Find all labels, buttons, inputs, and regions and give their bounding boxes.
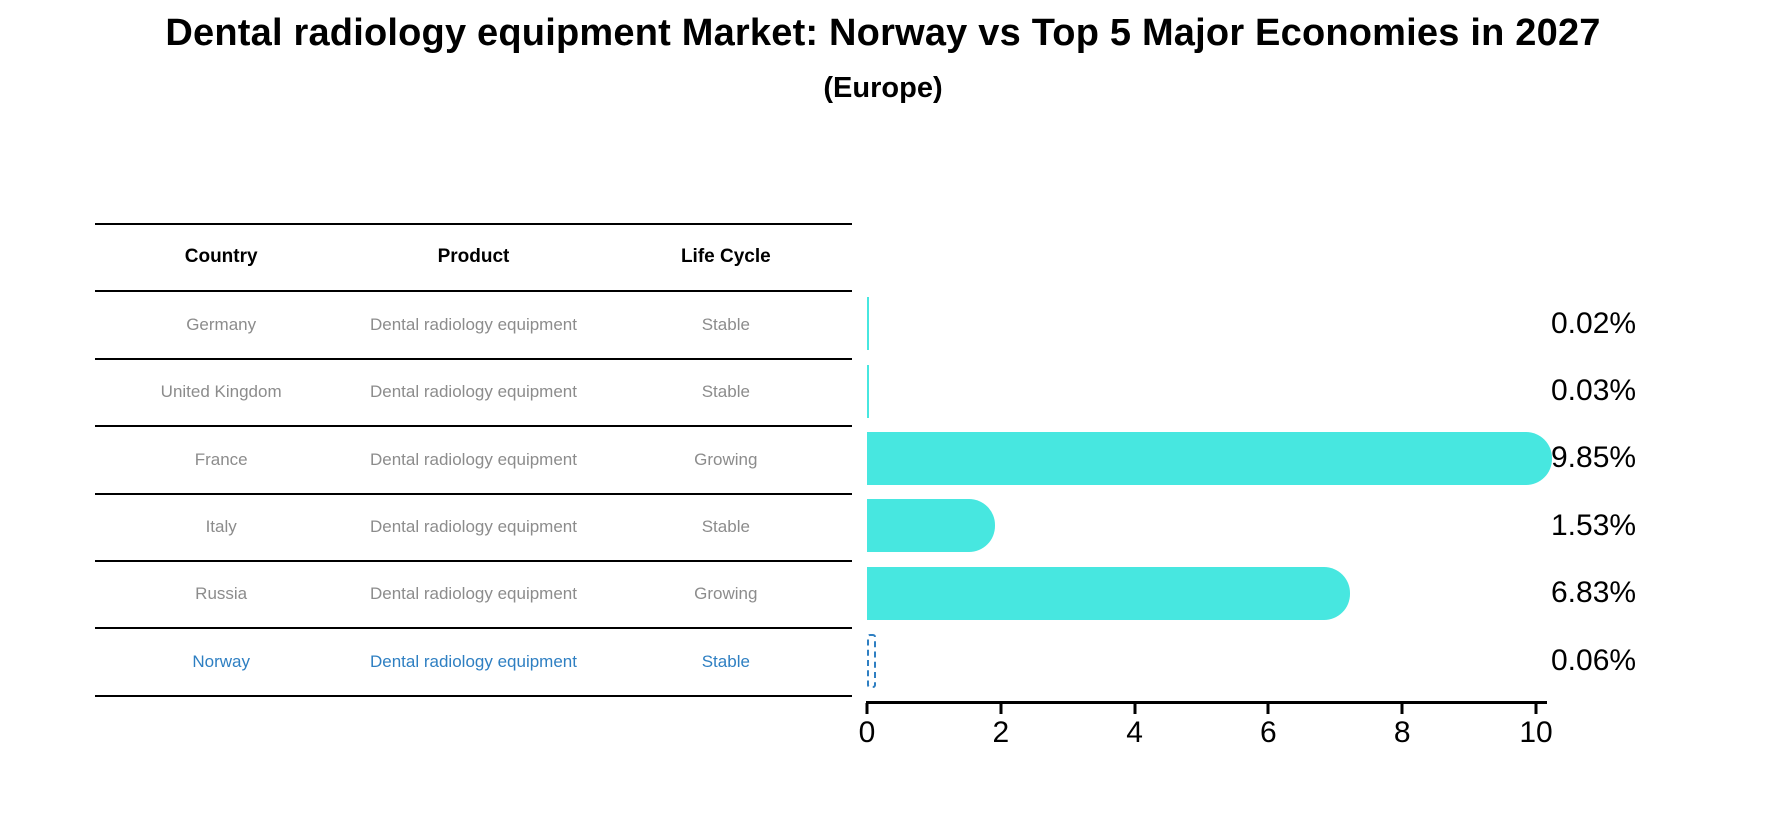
x-tick-8: 8 (1394, 703, 1411, 749)
x-tick-4: 4 (1126, 703, 1143, 749)
cell-life-cycle: Stable (701, 382, 750, 402)
x-tick-label-10: 10 (1519, 716, 1553, 749)
cell-product: Dental radiology equipment (370, 382, 577, 402)
cell-life-cycle: Stable (701, 651, 750, 671)
table-row-united-kingdom: United Kingdom Dental radiology equipmen… (95, 357, 852, 425)
cell-product: Dental radiology equipment (370, 651, 577, 671)
value-label-united-kingdom: 0.03% (1551, 374, 1637, 408)
table-row-france: France Dental radiology equipment Growin… (95, 425, 852, 492)
header-life-cycle: Life Cycle (680, 246, 771, 268)
chart-title: Dental radiology equipment Market: Norwa… (165, 12, 1601, 54)
value-label-norway: 0.06% (1551, 643, 1637, 677)
bar-germany (867, 297, 869, 351)
cell-country: United Kingdom (160, 382, 282, 402)
bar-row-italy (867, 492, 1567, 559)
x-tick-10: 10 (1519, 703, 1553, 749)
x-tick-0: 0 (859, 703, 875, 749)
x-tick-6: 6 (1260, 703, 1277, 749)
x-tick-2: 2 (992, 703, 1009, 749)
x-tick-label-2: 2 (992, 716, 1010, 749)
table-row-italy: Italy Dental radiology equipment Stable (95, 492, 852, 560)
x-axis-line (866, 701, 1547, 704)
x-tick-label-8: 8 (1393, 716, 1411, 749)
chart-subtitle: (Europe) (823, 72, 943, 104)
value-labels: 0.02% 0.03% 9.85% 1.53% 6.83% 0.06% (1551, 290, 1636, 694)
bar-norway (867, 633, 876, 688)
cell-country: Italy (205, 516, 237, 536)
x-tick-label-6: 6 (1260, 716, 1277, 749)
header-product: Product (437, 246, 510, 268)
x-tick-label-4: 4 (1126, 716, 1143, 749)
value-label-france: 9.85% (1551, 441, 1637, 475)
cell-life-cycle: Stable (701, 516, 750, 536)
cell-product: Dental radiology equipment (370, 449, 577, 469)
header-country: Country (184, 246, 258, 268)
table-row-russia: Russia Dental radiology equipment Growin… (95, 559, 852, 627)
bar-russia (867, 566, 1350, 620)
cell-country: France (194, 449, 248, 469)
cell-life-cycle: Growing (694, 584, 758, 604)
x-tick-label-0: 0 (858, 716, 876, 749)
value-label-italy: 1.53% (1551, 508, 1637, 542)
comparison-table: Country Product Life Cycle Germany Denta… (95, 223, 852, 697)
cell-product: Dental radiology equipment (370, 314, 577, 334)
bar-row-united-kingdom (867, 357, 1567, 424)
value-label-russia: 6.83% (1551, 576, 1637, 610)
bar-row-france (867, 425, 1567, 492)
bar-italy (867, 499, 996, 553)
bar-row-russia (867, 560, 1567, 627)
cell-life-cycle: Stable (701, 314, 750, 334)
cell-life-cycle: Growing (694, 449, 758, 469)
cell-product: Dental radiology equipment (370, 516, 577, 536)
cell-product: Dental radiology equipment (370, 584, 577, 604)
value-label-germany: 0.02% (1551, 306, 1637, 340)
table-row-norway: Norway Dental radiology equipment Stable (95, 627, 852, 694)
bar-row-germany (867, 290, 1567, 357)
bar-row-norway (867, 627, 1567, 694)
table-header-row: Country Product Life Cycle (95, 223, 852, 290)
cell-country: Germany (186, 314, 257, 334)
cell-country: Norway (192, 651, 250, 671)
cell-country: Russia (195, 584, 248, 604)
table-row-germany: Germany Dental radiology equipment Stabl… (95, 290, 852, 357)
bar-france (867, 431, 1552, 485)
bar-chart-area (867, 290, 1567, 694)
x-axis: 0 2 4 6 8 10 (859, 701, 1553, 751)
bar-united-kingdom (867, 364, 869, 418)
